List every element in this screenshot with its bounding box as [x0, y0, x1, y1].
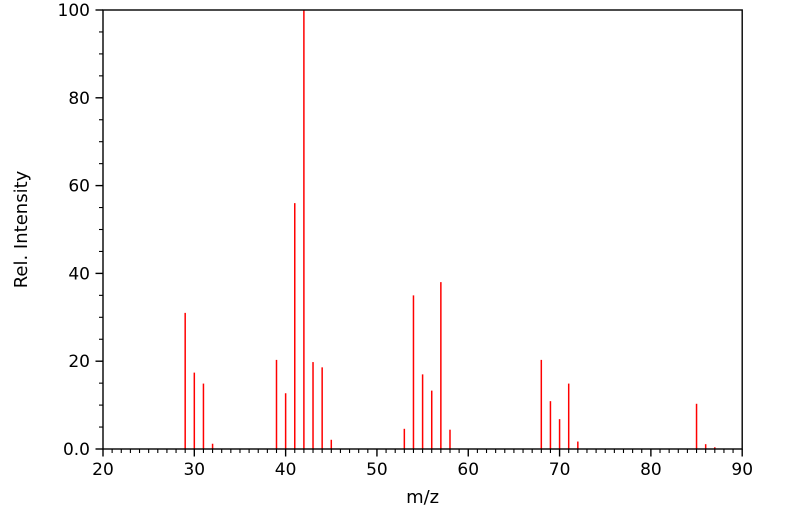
y-tick-label: 0.0: [63, 440, 90, 460]
x-axis-major-ticks: [102, 449, 743, 457]
x-tick-label: 90: [731, 460, 753, 480]
x-tick-label: 60: [457, 460, 479, 480]
y-tick-label: 40: [68, 264, 90, 284]
x-tick-label: 40: [275, 460, 297, 480]
x-axis-title: m/z: [406, 487, 439, 508]
x-axis-tick-labels: 20 30 40 50 60 70 80 90: [92, 460, 753, 480]
y-axis-title: Rel. Intensity: [11, 170, 32, 288]
x-tick-label: 70: [549, 460, 571, 480]
x-tick-label: 30: [183, 460, 205, 480]
x-tick-label: 50: [366, 460, 388, 480]
y-tick-label: 80: [68, 89, 90, 109]
x-axis-minor-ticks: [111, 449, 734, 453]
spectrum-peaks: [184, 10, 716, 449]
y-axis-minor-ticks: [99, 31, 103, 428]
y-tick-label: 60: [68, 177, 90, 197]
y-tick-label: 20: [68, 352, 90, 372]
x-tick-label: 80: [640, 460, 662, 480]
y-tick-label: 100: [58, 1, 90, 21]
y-axis-major-ticks: [95, 9, 103, 450]
y-axis-tick-labels: 0.0 20 40 60 80 100: [58, 1, 90, 460]
x-tick-label: 20: [92, 460, 114, 480]
